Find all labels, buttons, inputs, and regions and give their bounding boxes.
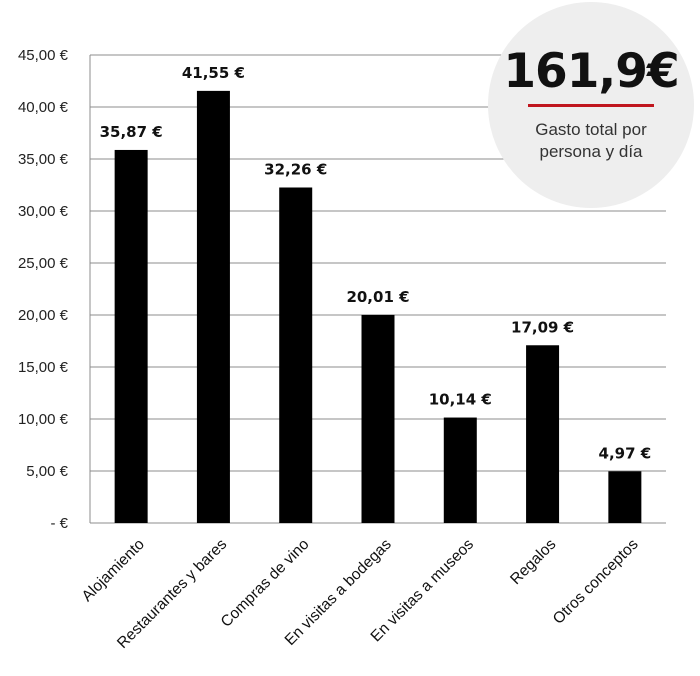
y-tick-label: 25,00 €	[18, 255, 69, 272]
y-tick-label: 40,00 €	[18, 99, 69, 116]
badge-total-value: 161,9€	[503, 44, 679, 99]
bar	[443, 417, 477, 523]
data-label: 32,26 €	[264, 160, 327, 178]
bar	[279, 187, 313, 523]
data-label: 35,87 €	[100, 123, 163, 141]
y-tick-label: 45,00 €	[18, 47, 69, 64]
data-label: 10,14 €	[429, 391, 492, 409]
category-label: Regalos	[507, 536, 559, 588]
badge-accent-line	[528, 104, 654, 107]
bars	[114, 90, 642, 523]
data-label: 17,09 €	[511, 318, 574, 336]
category-label: Compras de vino	[218, 536, 313, 631]
category-label: Otros conceptos	[550, 536, 642, 628]
bar	[608, 471, 642, 523]
bar	[526, 345, 560, 523]
y-tick-label: 5,00 €	[26, 463, 68, 480]
data-label: 4,97 €	[599, 444, 652, 462]
y-tick-label: 35,00 €	[18, 151, 69, 168]
bar	[114, 149, 148, 523]
y-axis-ticks: - € 5,00 € 10,00 € 15,00 € 20,00 € 25,00 € 30,…	[18, 47, 69, 532]
bar	[196, 90, 230, 523]
category-label: Alojamiento	[79, 536, 148, 605]
y-tick-label: 10,00 €	[18, 411, 69, 428]
total-spend-badge: 161,9€ Gasto total por persona y día	[488, 2, 694, 208]
data-label: 41,55 €	[182, 64, 245, 82]
y-tick-label: - €	[50, 515, 68, 532]
data-labels: 35,87 € 41,55 € 32,26 € 20,01 € 10,14 € 17,09…	[100, 64, 652, 462]
badge-caption: Gasto total por persona y día	[535, 120, 647, 161]
y-tick-label: 30,00 €	[18, 203, 69, 220]
y-tick-label: 15,00 €	[18, 359, 69, 376]
data-label: 20,01 €	[346, 288, 409, 306]
bar	[361, 314, 395, 523]
y-tick-label: 20,00 €	[18, 307, 69, 324]
